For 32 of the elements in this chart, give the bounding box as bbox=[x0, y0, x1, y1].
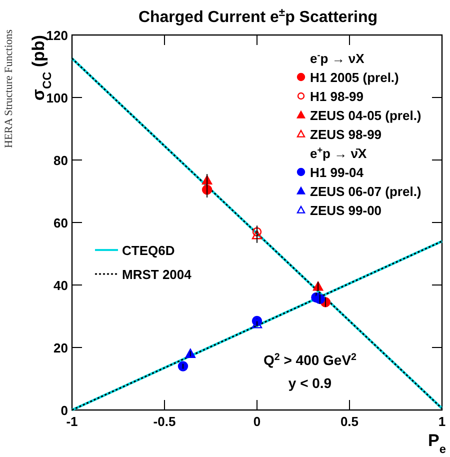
y-tick-label: 100 bbox=[46, 90, 68, 106]
annotation: e$^{+}$p → ν̄X bbox=[310, 145, 367, 161]
annotation: y < 0.9 bbox=[288, 375, 332, 391]
x-tick-label: 0.5 bbox=[340, 414, 359, 429]
point bbox=[252, 227, 262, 236]
chart-title: Charged Current e$^{±}$p Scattering bbox=[138, 7, 378, 26]
y-tick-label: 20 bbox=[54, 340, 68, 356]
x-tick-label: -0.5 bbox=[153, 414, 176, 429]
legend-label: H1 98-99 bbox=[310, 89, 364, 104]
legend-label: ZEUS 99-00 bbox=[310, 203, 382, 218]
y-tick-label: 40 bbox=[54, 278, 68, 293]
x-axis-title: P$_{e}$ bbox=[428, 431, 446, 456]
y-tick-label: 80 bbox=[54, 153, 68, 168]
annotation: e$^{-}$p → νX bbox=[310, 50, 365, 66]
legend-label: ZEUS 06-07 (prel.) bbox=[310, 184, 422, 199]
y-tick-label: 120 bbox=[46, 28, 68, 43]
point bbox=[252, 230, 262, 240]
point bbox=[252, 318, 262, 328]
legend-label: MRST 2004 bbox=[122, 267, 192, 282]
legend-label: ZEUS 98-99 bbox=[310, 127, 382, 142]
y-tick-label: 0 bbox=[60, 403, 68, 418]
x-tick-label: 0 bbox=[253, 414, 261, 429]
x-tick-label: 1 bbox=[438, 414, 446, 429]
y-tick-label: 60 bbox=[54, 216, 68, 230]
annotation: Q$^{2}$ > 400 GeV$^{2}$ bbox=[263, 352, 358, 368]
x-tick-label: -1 bbox=[66, 414, 78, 429]
legend-label: H1 2005 (prel.) bbox=[310, 70, 399, 85]
legend-label: ZEUS 04-05 (prel.) bbox=[310, 108, 422, 123]
legend-label: CTEQ6D bbox=[122, 243, 175, 258]
point bbox=[178, 361, 188, 372]
legend-label: H1 99-04 bbox=[310, 165, 364, 180]
text: HERA Structure Functions bbox=[3, 29, 15, 148]
